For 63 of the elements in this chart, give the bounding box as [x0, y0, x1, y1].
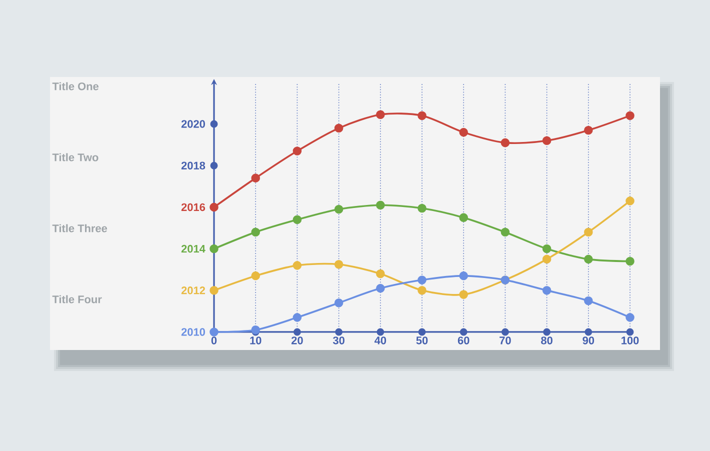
- point: [292, 261, 302, 270]
- point: [584, 126, 593, 135]
- point: [584, 254, 593, 264]
- y-tick-label: 2010: [181, 328, 205, 336]
- point: [459, 128, 468, 137]
- point: [459, 213, 468, 222]
- x-tick-label: 100: [622, 336, 639, 344]
- x-tick-label: 50: [416, 336, 428, 344]
- point: [251, 228, 260, 237]
- point: [376, 269, 385, 278]
- point: [334, 124, 344, 133]
- text: Title Four: [52, 295, 102, 304]
- point: [418, 111, 426, 120]
- point: [292, 146, 302, 156]
- point: [376, 284, 385, 293]
- x-tick-label: 20: [291, 336, 303, 344]
- x-tick-label: 70: [500, 336, 511, 344]
- x-tick-label: 60: [458, 336, 470, 344]
- point: [459, 271, 468, 280]
- x-tick-label: 10: [250, 336, 262, 344]
- x-tick-label: 30: [332, 336, 344, 344]
- point: [251, 326, 260, 334]
- point: [210, 328, 218, 336]
- point: [210, 286, 218, 295]
- point: [418, 204, 426, 213]
- point: [459, 290, 468, 299]
- point: [542, 244, 552, 254]
- y-tick-label: 2020: [181, 120, 205, 128]
- point: [500, 138, 510, 148]
- point: [376, 110, 385, 120]
- point: [251, 271, 260, 280]
- text: Title One: [52, 82, 99, 90]
- text: Title Two: [52, 153, 98, 162]
- point: [626, 111, 634, 120]
- point: [500, 228, 510, 237]
- point: [542, 136, 552, 146]
- point: [334, 204, 344, 214]
- point: [542, 254, 552, 264]
- x-tick-label: 40: [374, 336, 386, 344]
- point: [584, 296, 593, 306]
- point: [376, 200, 385, 210]
- point: [292, 215, 302, 224]
- point: [542, 286, 552, 295]
- point: [334, 298, 344, 308]
- point: [418, 276, 426, 284]
- point: [210, 202, 218, 212]
- point: [334, 260, 344, 269]
- point: [418, 286, 426, 295]
- point: [210, 244, 218, 254]
- point: [626, 313, 634, 322]
- y-tick-label: 2014: [181, 244, 206, 253]
- y-tick-label: 2018: [181, 162, 206, 170]
- point: [584, 228, 593, 237]
- y-tick-label: 2012: [181, 286, 205, 294]
- point: [626, 196, 634, 206]
- point: [626, 256, 634, 266]
- y-tick-label: 2016: [181, 203, 206, 212]
- point: [292, 313, 302, 322]
- x-tick-label: 90: [582, 336, 594, 344]
- x-tick-label: 80: [541, 336, 552, 344]
- point: [251, 174, 260, 182]
- text: Title Three: [52, 224, 108, 232]
- x-tick-label: 0: [211, 336, 217, 344]
